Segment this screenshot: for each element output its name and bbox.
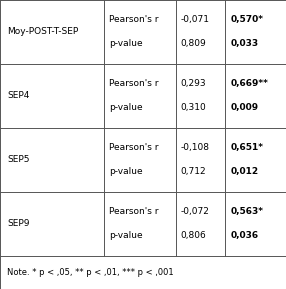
Text: -0,072: -0,072 (180, 207, 209, 216)
Text: 0,570*: 0,570* (230, 15, 263, 24)
Text: p-value: p-value (109, 39, 142, 48)
Text: Pearson's r: Pearson's r (109, 15, 158, 24)
Text: 0,036: 0,036 (230, 231, 258, 240)
Text: SEP5: SEP5 (7, 155, 30, 164)
Text: 0,293: 0,293 (180, 79, 206, 88)
Text: 0,009: 0,009 (230, 103, 258, 112)
Text: SEP9: SEP9 (7, 219, 30, 228)
Text: SEP4: SEP4 (7, 91, 29, 100)
Text: p-value: p-value (109, 231, 142, 240)
Text: 0,806: 0,806 (180, 231, 206, 240)
Text: 0,310: 0,310 (180, 103, 206, 112)
Text: 0,712: 0,712 (180, 167, 206, 176)
Text: Moy-POST-T-SEP: Moy-POST-T-SEP (7, 27, 78, 36)
Text: -0,108: -0,108 (180, 142, 209, 151)
Text: 0,809: 0,809 (180, 39, 206, 48)
Text: 0,651*: 0,651* (230, 142, 263, 151)
Text: 0,033: 0,033 (230, 39, 258, 48)
Text: Pearson's r: Pearson's r (109, 207, 158, 216)
Text: Pearson's r: Pearson's r (109, 79, 158, 88)
Text: 0,563*: 0,563* (230, 207, 263, 216)
Text: p-value: p-value (109, 167, 142, 176)
Text: -0,071: -0,071 (180, 15, 209, 24)
Text: Note. * p < ,05, ** p < ,01, *** p < ,001: Note. * p < ,05, ** p < ,01, *** p < ,00… (7, 268, 174, 277)
Text: 0,669**: 0,669** (230, 79, 268, 88)
Text: p-value: p-value (109, 103, 142, 112)
Text: 0,012: 0,012 (230, 167, 258, 176)
Text: Pearson's r: Pearson's r (109, 142, 158, 151)
